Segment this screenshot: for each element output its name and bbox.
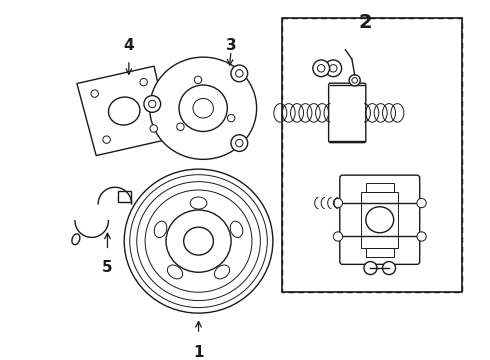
Bar xyxy=(118,191,131,202)
Text: 5: 5 xyxy=(102,260,113,275)
Ellipse shape xyxy=(215,265,230,279)
Circle shape xyxy=(148,100,156,108)
Circle shape xyxy=(417,198,426,208)
Ellipse shape xyxy=(124,169,273,313)
Circle shape xyxy=(91,90,98,97)
Text: 1: 1 xyxy=(193,345,204,360)
Circle shape xyxy=(195,76,202,84)
Bar xyxy=(366,248,393,257)
Ellipse shape xyxy=(72,234,80,245)
Circle shape xyxy=(325,60,342,77)
Circle shape xyxy=(231,135,247,152)
Ellipse shape xyxy=(154,221,167,238)
Text: 4: 4 xyxy=(123,39,134,53)
FancyBboxPatch shape xyxy=(340,175,420,264)
Ellipse shape xyxy=(168,265,183,279)
Circle shape xyxy=(140,78,147,86)
Bar xyxy=(361,192,398,248)
FancyBboxPatch shape xyxy=(329,83,366,143)
Circle shape xyxy=(177,123,184,130)
Circle shape xyxy=(383,262,395,275)
Circle shape xyxy=(150,125,157,132)
Circle shape xyxy=(333,232,343,241)
Ellipse shape xyxy=(230,221,243,238)
Circle shape xyxy=(103,136,110,143)
Text: 3: 3 xyxy=(226,39,236,53)
Circle shape xyxy=(236,139,243,147)
Circle shape xyxy=(231,65,247,82)
Circle shape xyxy=(313,60,330,77)
Circle shape xyxy=(227,114,235,122)
Bar xyxy=(282,18,462,292)
Circle shape xyxy=(333,198,343,208)
Ellipse shape xyxy=(166,210,231,272)
Ellipse shape xyxy=(108,97,140,125)
Circle shape xyxy=(236,70,243,77)
Circle shape xyxy=(144,96,161,112)
Polygon shape xyxy=(77,66,171,156)
Circle shape xyxy=(349,75,360,86)
Ellipse shape xyxy=(366,207,393,233)
Ellipse shape xyxy=(193,99,214,118)
Ellipse shape xyxy=(190,197,207,209)
Bar xyxy=(366,183,393,192)
Circle shape xyxy=(364,262,377,275)
Ellipse shape xyxy=(150,57,257,159)
Text: 2: 2 xyxy=(359,13,372,32)
Circle shape xyxy=(417,232,426,241)
Bar xyxy=(282,18,462,292)
